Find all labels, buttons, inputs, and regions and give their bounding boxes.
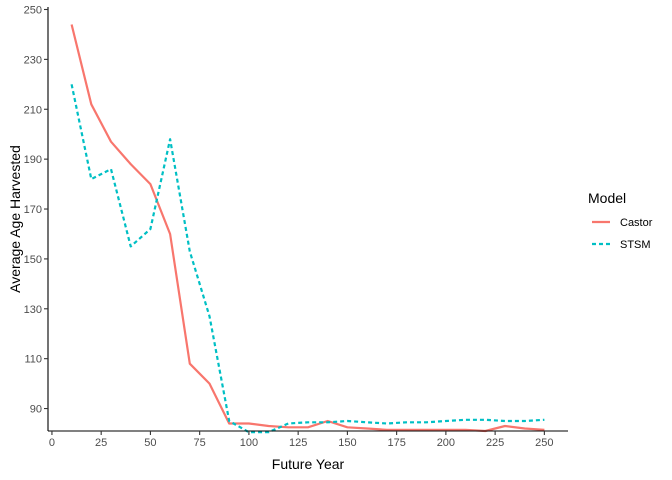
y-tick-label: 250 (24, 4, 42, 16)
series-line-stsm (70, 84, 545, 434)
legend-label-castor: Castor (620, 217, 653, 229)
x-tick-label: 250 (535, 437, 553, 449)
x-tick-label: 175 (387, 437, 405, 449)
x-axis-title: Future Year (272, 456, 345, 472)
x-tick-label: 0 (49, 437, 55, 449)
series-line-castor (70, 24, 545, 433)
y-axis-title: Average Age Harvested (7, 145, 23, 293)
y-tick-label: 130 (24, 304, 42, 316)
x-tick-label: 125 (289, 437, 307, 449)
x-tick-label: 75 (194, 437, 206, 449)
x-tick-label: 25 (95, 437, 107, 449)
y-tick-label: 190 (24, 154, 42, 166)
axes: 0 25 50 75 100 125 150 175 200 225 250 90 110 130 150 1… (24, 4, 568, 449)
legend-title: Model (588, 190, 626, 206)
x-tick-label: 200 (437, 437, 455, 449)
y-tick-label: 230 (24, 54, 42, 66)
x-tick-label: 150 (338, 437, 356, 449)
plot-area (70, 24, 545, 434)
y-tick-label: 110 (24, 354, 42, 366)
x-tick-label: 225 (486, 437, 504, 449)
x-tick-label: 50 (144, 437, 156, 449)
y-tick-label: 150 (24, 254, 42, 266)
y-tick-label: 210 (24, 104, 42, 116)
y-tick-label: 170 (24, 204, 42, 216)
legend: Model Castor STSM (588, 190, 653, 251)
y-tick-label: 90 (30, 404, 42, 416)
x-tick-label: 100 (240, 437, 258, 449)
legend-label-stsm: STSM (620, 239, 651, 251)
